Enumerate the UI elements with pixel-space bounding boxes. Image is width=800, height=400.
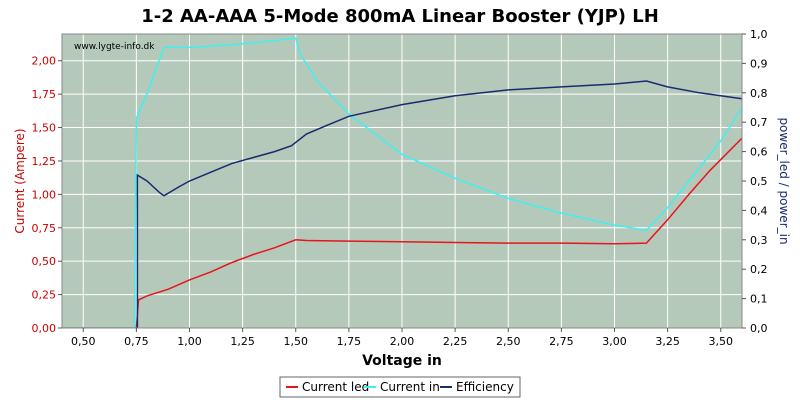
x-tick-label: 3,25 <box>655 335 680 348</box>
y-right-tick-label: 0,7 <box>750 116 768 129</box>
legend-label-current-in: Current in <box>380 380 440 394</box>
x-tick-label: 2,50 <box>496 335 521 348</box>
x-tick-label: 1,00 <box>177 335 202 348</box>
x-tick-label: 3,50 <box>709 335 734 348</box>
chart-title: 1-2 AA-AAA 5-Mode 800mA Linear Booster (… <box>141 6 659 27</box>
x-tick-label: 1,50 <box>284 335 309 348</box>
series-line-efficiency <box>136 80 742 328</box>
y-right-tick-label: 0,1 <box>750 293 768 306</box>
y-right-tick-label: 1,0 <box>750 28 768 41</box>
y-left-tick-label: 1,50 <box>32 122 57 135</box>
x-tick-label: 3,00 <box>602 335 627 348</box>
y-right-tick-label: 0,5 <box>750 175 768 188</box>
x-axis-title: Voltage in <box>362 353 442 369</box>
y-right-tick-label: 0,8 <box>750 87 768 100</box>
x-tick-label: 1,75 <box>337 335 362 348</box>
x-tick-label: 1,25 <box>230 335 255 348</box>
x-tick-label: 2,75 <box>549 335 574 348</box>
y-right-tick-label: 0,4 <box>750 204 768 217</box>
axis-group: 0,50 0,75 1,00 1,25 1,50 1,75 2,00 2,25 2,50 2,75… <box>32 28 768 348</box>
y-right-tick-label: 0,2 <box>750 263 768 276</box>
y-axis-right-title: power_led / power_in <box>777 117 791 244</box>
y-right-tick-label: 0,6 <box>750 146 768 159</box>
y-left-tick-label: 0,75 <box>32 222 57 235</box>
x-tick-label: 2,25 <box>443 335 468 348</box>
y-left-tick-label: 1,00 <box>32 188 57 201</box>
y-right-tick-label: 0,0 <box>750 322 768 335</box>
series-line-current-in <box>62 37 742 328</box>
y-left-tick-label: 0,25 <box>32 289 57 302</box>
y-left-tick-label: 1,75 <box>32 88 57 101</box>
x-tick-label: 2,00 <box>390 335 415 348</box>
y-axis-left-title: Current (Ampere) <box>13 128 27 233</box>
legend-box <box>279 376 521 398</box>
series-group <box>62 37 742 328</box>
y-right-tick-label: 0,9 <box>750 57 768 70</box>
y-left-tick-label: 1,25 <box>32 155 57 168</box>
y-left-tick-label: 0,50 <box>32 255 57 268</box>
series-line-current-led <box>62 137 742 328</box>
legend-label-current-led: Current led <box>302 380 369 394</box>
legend: Current led Current in Efficiency <box>279 376 521 398</box>
y-left-tick-label: 0,00 <box>32 322 57 335</box>
y-right-tick-label: 0,3 <box>750 234 768 247</box>
x-tick-label: 0,75 <box>124 335 149 348</box>
y-left-tick-label: 2,00 <box>32 55 57 68</box>
watermark-text: www.lygte-info.dk <box>74 42 155 52</box>
x-tick-label: 0,50 <box>71 335 96 348</box>
legend-label-efficiency: Efficiency <box>456 380 514 394</box>
